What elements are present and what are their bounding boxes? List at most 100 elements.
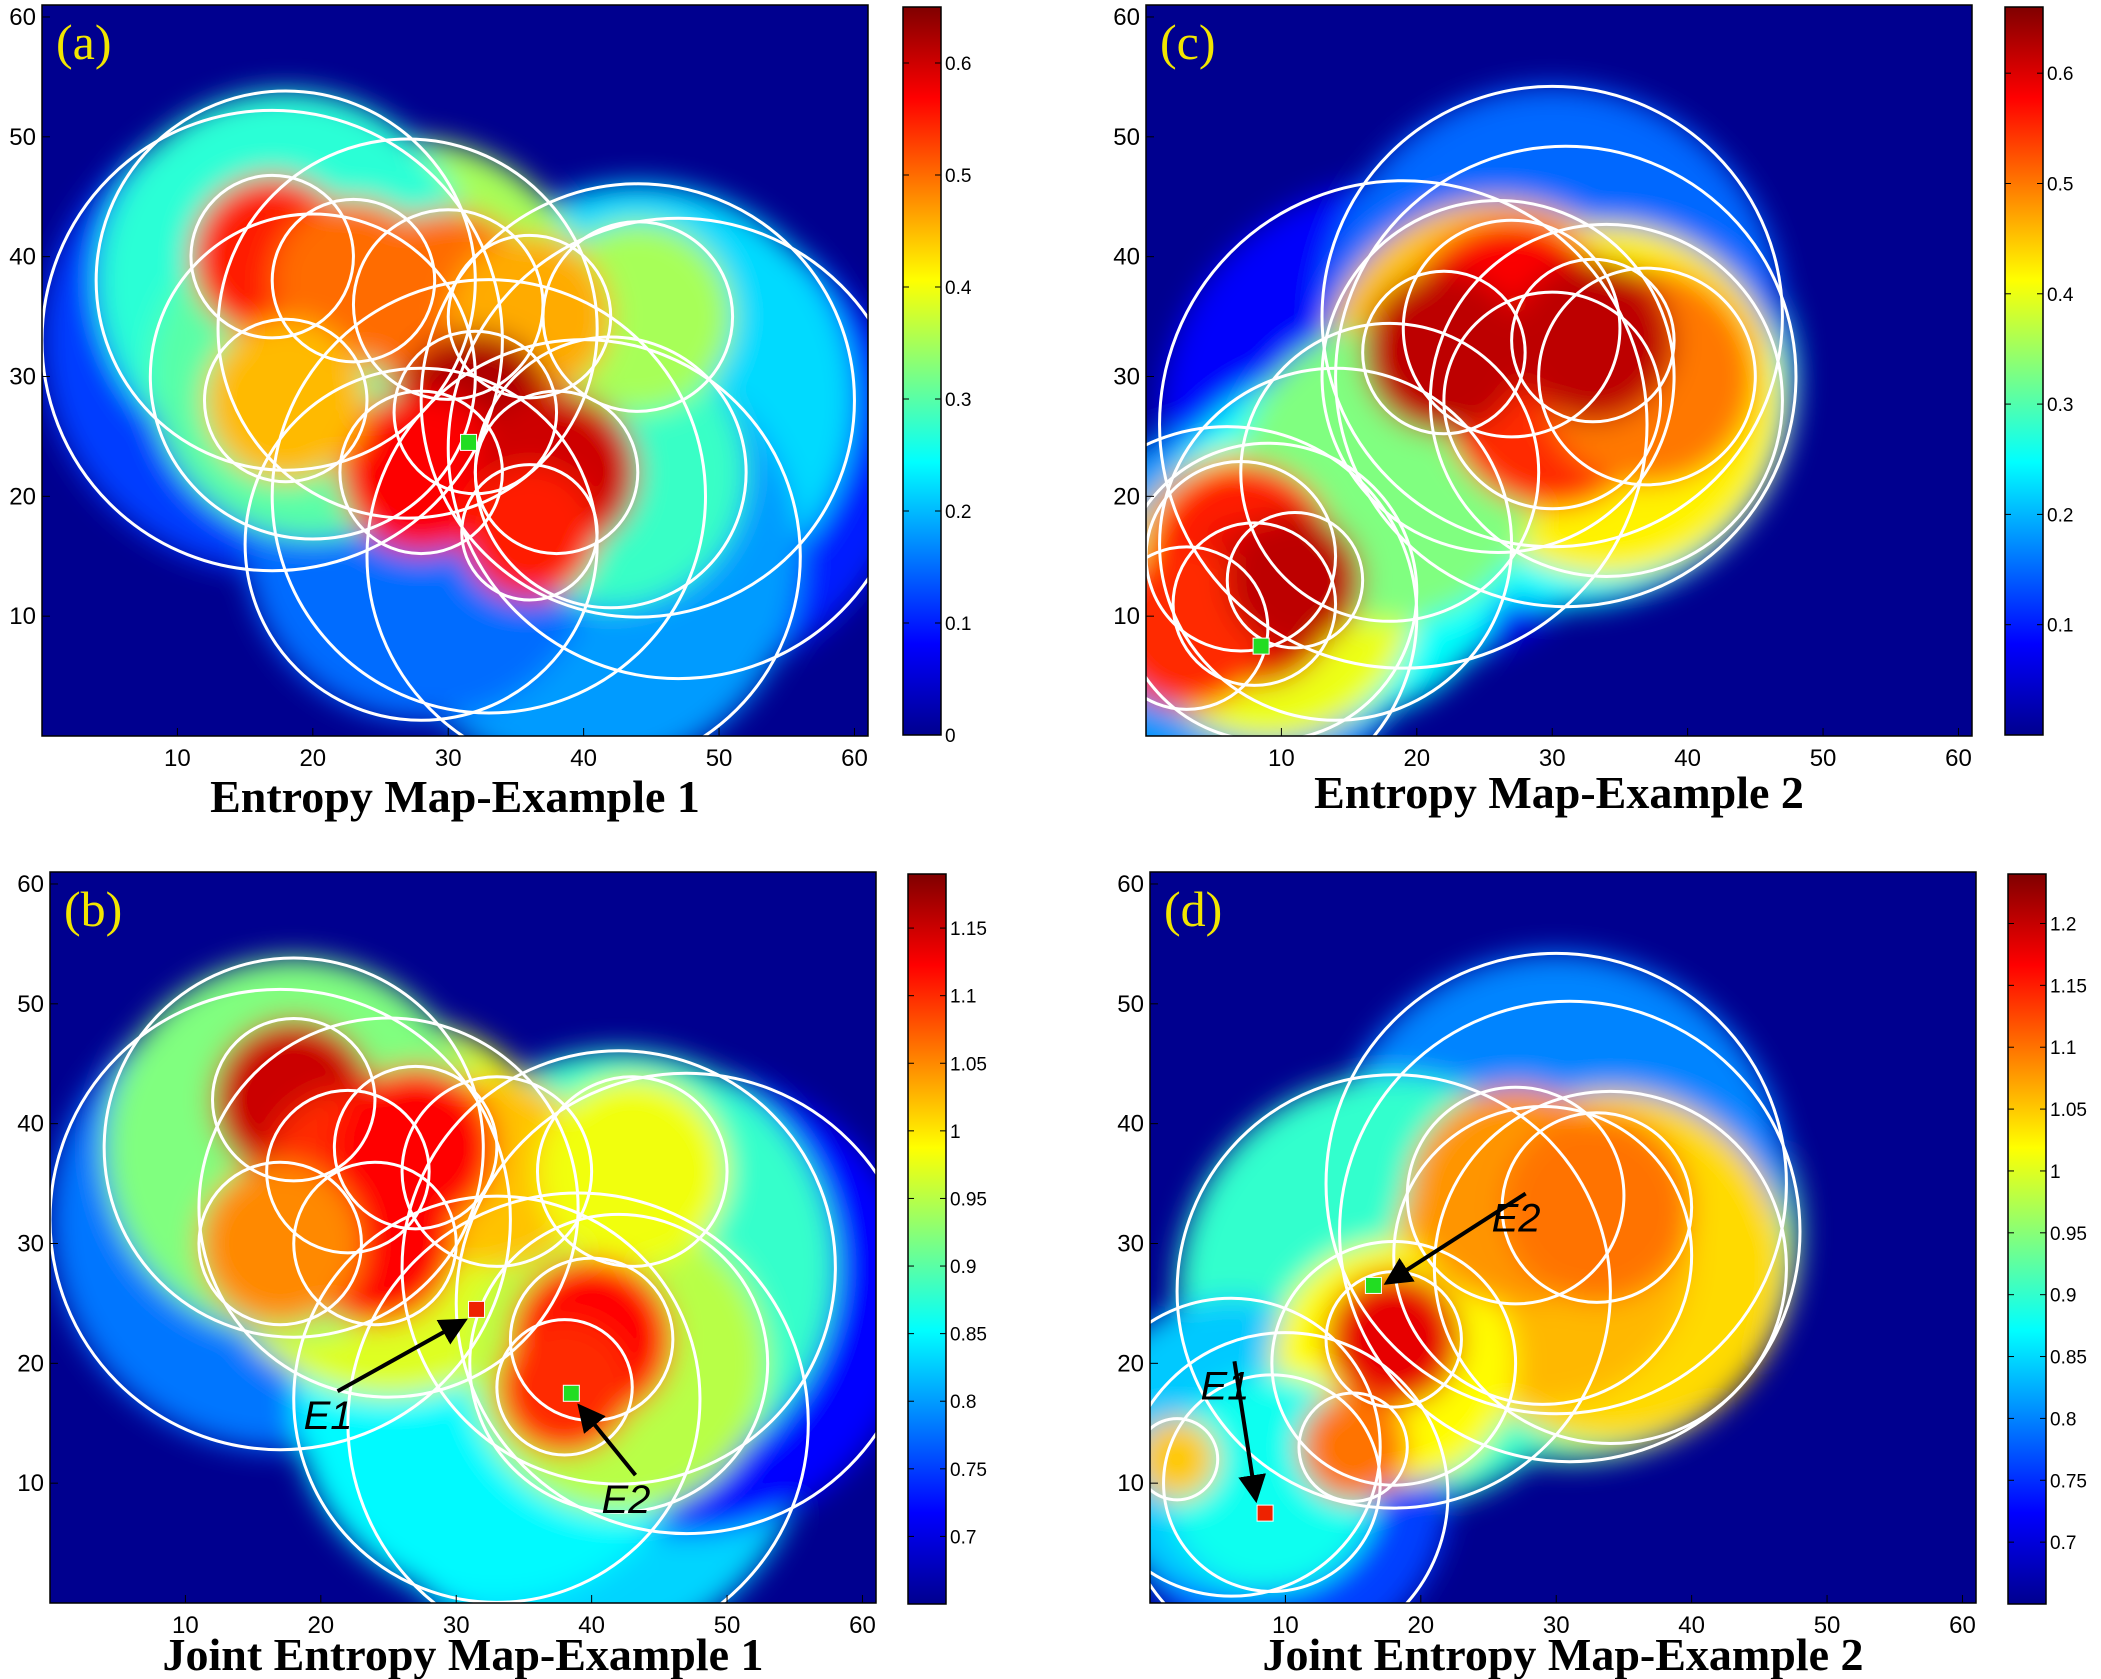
panel-3: E1 E2 10 20 30 40 50 60 10 20 30 40 50 60 (b) Joint Ent… (17, 871, 987, 1679)
heat-blob (461, 464, 598, 600)
colorbar-tick-label: 0.8 (950, 1392, 976, 1413)
colorbar (2007, 873, 2047, 1605)
sensor-circle (535, 1075, 729, 1268)
colorbar (902, 6, 942, 736)
heat-blob (1150, 1418, 1218, 1500)
sensor-circle (102, 956, 485, 1339)
colorbar-tick-label: 0.2 (2047, 505, 2073, 526)
annotation-arrow (336, 1318, 468, 1393)
colorbar-tick-label: 1 (2050, 1162, 2061, 1183)
colorbar (2004, 6, 2044, 736)
annotation-label: E2 (1492, 1197, 1541, 1241)
sensor-circle (42, 108, 504, 573)
y-tick-label: 40 (9, 244, 36, 271)
plot-frame (1149, 871, 1977, 1604)
x-tick-label: 60 (1945, 745, 1972, 772)
panel-label: (b) (64, 881, 122, 937)
colorbar-tick-label: 0.5 (2047, 174, 2073, 195)
sensor-circle (216, 137, 599, 520)
colorbar-tick-label: 0.9 (2050, 1286, 2076, 1307)
x-tick-label: 50 (1814, 1612, 1841, 1639)
sensor-circle (332, 1064, 499, 1231)
sensor-circle (1324, 951, 1788, 1416)
sensor-circle (243, 366, 599, 722)
sensor-circles (42, 89, 868, 736)
sensor-circle (197, 1160, 363, 1327)
y-tick-label: 40 (1113, 244, 1140, 271)
y-tick-label: 30 (9, 363, 36, 390)
sensor-circle (189, 173, 355, 340)
sensor-circle (419, 182, 856, 619)
location-marker (468, 1300, 486, 1318)
sensor-circle (400, 1075, 594, 1268)
sensor-circle (495, 1318, 634, 1457)
x-tick-label: 50 (1810, 745, 1837, 772)
colorbar-tick-label: 0.6 (945, 54, 971, 75)
y-tick-label: 30 (17, 1230, 44, 1257)
x-tick-label: 40 (1674, 745, 1701, 772)
heatmap-area (1146, 84, 1798, 736)
sensor-circles (50, 956, 876, 1603)
x-tick-label: 10 (164, 745, 191, 772)
y-tick-label: 50 (1113, 124, 1140, 151)
y-tick-label: 60 (9, 4, 36, 31)
sensor-circle (1270, 1239, 1518, 1487)
sensor-circle (1225, 511, 1365, 650)
panel-title: Entropy Map-Example 2 (1314, 767, 1804, 818)
sensor-circle (446, 216, 868, 681)
y-tick-label: 20 (1113, 483, 1140, 510)
colorbar-tick-label: 0.3 (945, 390, 971, 411)
colorbar-tick-label: 0.3 (2047, 395, 2073, 416)
heat-blob (1511, 259, 1675, 422)
panel-label: (a) (56, 14, 112, 70)
x-tick-label: 20 (1407, 1612, 1434, 1639)
y-tick-label: 50 (1117, 991, 1144, 1018)
colorbar-tick-label: 0.8 (2050, 1409, 2076, 1430)
sensor-circle (1338, 999, 1802, 1464)
sensor-circle (1442, 290, 1663, 511)
colorbar-tick-label: 0.95 (2050, 1224, 2087, 1245)
colorbar-tick-label: 0.9 (950, 1257, 976, 1278)
colorbar-tick-label: 1.15 (950, 919, 987, 940)
x-tick-label: 40 (578, 1612, 605, 1639)
colorbar-tick-label: 1.15 (2050, 976, 2087, 997)
x-tick-label: 10 (1268, 745, 1295, 772)
sensor-circle (365, 338, 802, 736)
sensor-circle (1146, 441, 1419, 736)
sensor-circle (50, 987, 512, 1452)
annotation-label: E1 (1200, 1364, 1249, 1408)
colorbar-tick-label: 1.05 (950, 1054, 987, 1075)
panel-label: (d) (1164, 881, 1222, 937)
x-tick-label: 20 (1403, 745, 1430, 772)
sensor-circle (1150, 1331, 1450, 1603)
colorbar-tick-label: 0.4 (2047, 285, 2074, 306)
sensor-circles (1146, 84, 1798, 736)
sensor-circle (1432, 1089, 1788, 1445)
sensor-circle (400, 1049, 837, 1486)
location-marker (1256, 1504, 1274, 1522)
x-tick-label: 30 (1539, 745, 1566, 772)
colorbar-tick-label: 0.75 (950, 1460, 987, 1481)
sensor-circle (210, 1016, 377, 1183)
sensor-circle (1297, 1391, 1409, 1503)
annotation-arrow (577, 1403, 638, 1477)
plot-frame (41, 4, 869, 737)
x-tick-label: 60 (849, 1612, 876, 1639)
panel-2: 10 20 30 40 50 60 10 20 30 40 50 60 (c) Entropy Map-E… (1113, 4, 2074, 818)
y-tick-label: 60 (1117, 871, 1144, 898)
colorbar (907, 873, 947, 1605)
y-tick-label: 10 (1113, 603, 1140, 630)
sensor-circle (270, 197, 437, 364)
colorbar-tick-label: 0.6 (2047, 64, 2073, 85)
x-tick-label: 20 (307, 1612, 334, 1639)
colorbar-tick-label: 0.4 (945, 278, 972, 299)
colorbar-tick-label: 0 (945, 726, 956, 747)
x-tick-label: 10 (172, 1612, 199, 1639)
panel-title: Entropy Map-Example 1 (210, 771, 700, 822)
colorbar-tick-label: 0.75 (2050, 1471, 2087, 1492)
y-tick-label: 20 (17, 1350, 44, 1377)
sensor-circle (1175, 1073, 1612, 1510)
sensor-circle (202, 317, 369, 484)
x-tick-label: 30 (443, 1612, 470, 1639)
